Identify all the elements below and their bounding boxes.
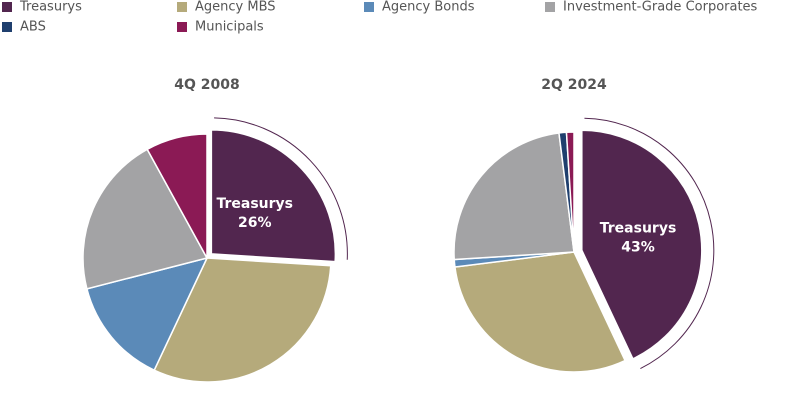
legend-swatch bbox=[2, 22, 12, 32]
highlight-arc bbox=[584, 117, 715, 369]
legend-swatch bbox=[545, 2, 555, 12]
slice-category: Treasurys bbox=[216, 196, 293, 212]
slice-value: 43% bbox=[621, 240, 655, 256]
pie-slice bbox=[153, 257, 332, 383]
pie-slice bbox=[146, 133, 208, 259]
legend-label: Agency MBS bbox=[195, 0, 276, 15]
legend-swatch bbox=[2, 2, 12, 12]
pie-slice bbox=[82, 148, 209, 290]
pie-slice bbox=[85, 256, 209, 372]
highlight-arc bbox=[214, 117, 348, 260]
slice-value: 26% bbox=[238, 215, 272, 231]
chart-title: 2Q 2024 bbox=[541, 77, 607, 93]
legend-swatch bbox=[177, 2, 187, 12]
legend-label: Municipals bbox=[195, 20, 264, 35]
legend-swatch bbox=[177, 22, 187, 32]
legend-label: Treasurys bbox=[19, 0, 82, 15]
legend-label: ABS bbox=[20, 20, 46, 35]
pie-slice bbox=[453, 132, 575, 261]
pie-slice bbox=[454, 251, 627, 373]
legend-label: Agency Bonds bbox=[382, 0, 475, 15]
legend-label: Investment-Grade Corporates bbox=[563, 0, 758, 15]
pie-slice bbox=[565, 131, 575, 253]
chart-title: 4Q 2008 bbox=[174, 77, 239, 93]
pie-slice bbox=[210, 129, 337, 263]
pie-slice bbox=[581, 129, 703, 360]
legend-swatch bbox=[364, 2, 374, 12]
slice-category: Treasurys bbox=[600, 221, 677, 237]
